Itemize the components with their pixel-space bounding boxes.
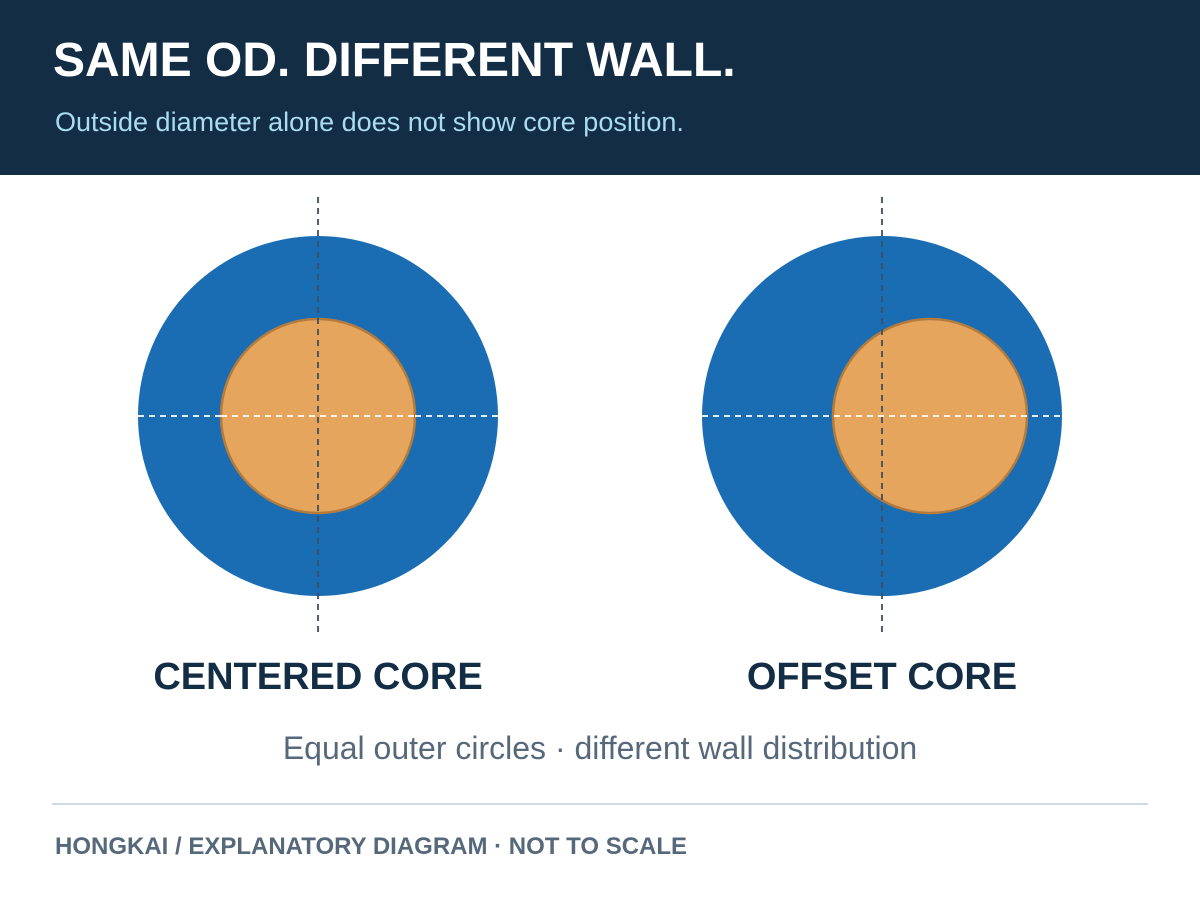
- centered-core-label: CENTERED CORE: [153, 656, 483, 698]
- diagram-caption: Equal outer circles · different wall dis…: [282, 730, 918, 766]
- cross-section-diagram: [138, 197, 1062, 637]
- offset-core-label: OFFSET CORE: [746, 656, 1018, 698]
- header-banner: SAME OD. DIFFERENT WALL. Outside diamete…: [0, 0, 1200, 175]
- offset-core-diagram: [702, 197, 1062, 637]
- footer-divider: [52, 803, 1148, 805]
- page-title: SAME OD. DIFFERENT WALL.: [53, 34, 736, 87]
- page-subtitle: Outside diameter alone does not show cor…: [55, 107, 684, 137]
- centered-core-diagram: [138, 197, 498, 637]
- offset-core-circle: [831, 317, 1029, 515]
- footer-note: HONGKAI / EXPLANATORY DIAGRAM · NOT TO S…: [55, 833, 688, 860]
